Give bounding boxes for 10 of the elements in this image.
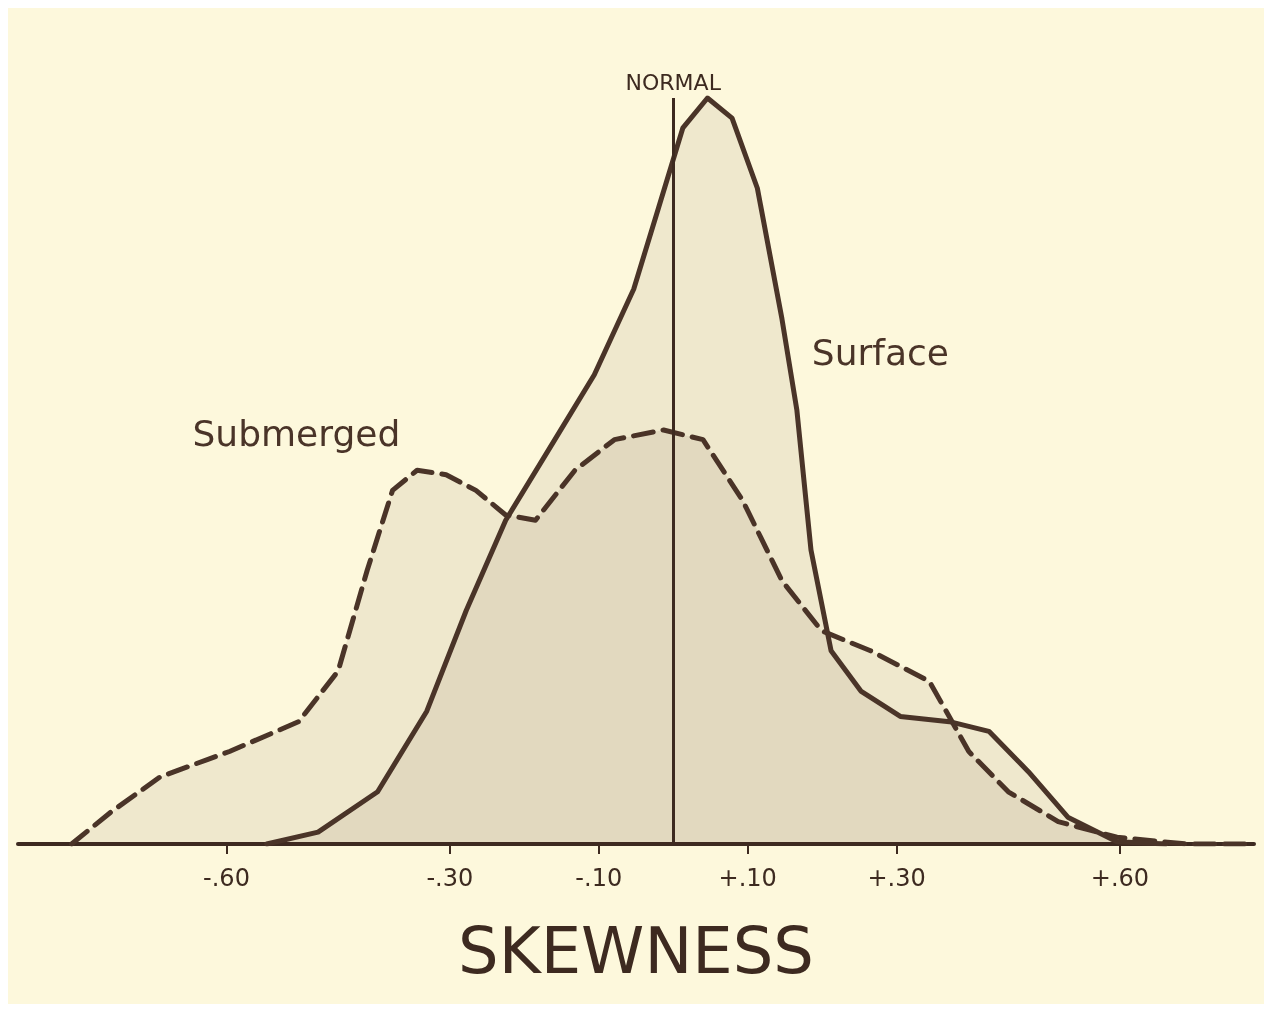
x-axis-title: SKEWNESS (458, 914, 814, 988)
x-tick-label: +.60 (1090, 864, 1150, 892)
x-tick-label: -.10 (575, 864, 623, 892)
series-label: Surface (811, 332, 949, 374)
x-tick-label: +.30 (867, 864, 926, 892)
ref-line-label: NORMAL (625, 69, 722, 95)
x-tick-label: -.60 (203, 864, 250, 892)
x-tick-label: +.10 (718, 864, 777, 892)
x-tick-label: -.30 (426, 864, 474, 892)
series-label: Submerged (192, 412, 401, 454)
